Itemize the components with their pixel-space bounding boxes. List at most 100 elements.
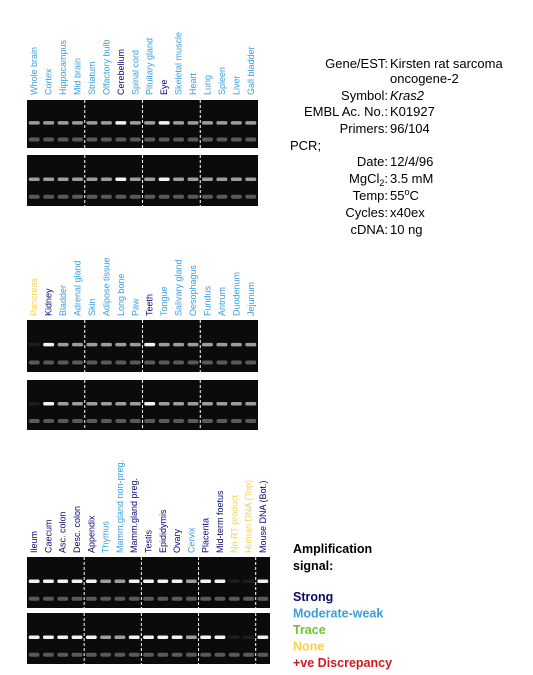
band (100, 579, 112, 583)
band (245, 402, 257, 406)
mg-value: 3.5 mM (390, 171, 433, 186)
band (129, 121, 141, 125)
primer-band (144, 360, 156, 365)
primer-band (157, 596, 169, 601)
lane-label: Bladder (58, 285, 68, 316)
gene-value: oncogene-2 (390, 71, 459, 86)
primer-band (86, 360, 98, 365)
lane-label: Spinal cord (130, 50, 140, 95)
primer-band (245, 194, 257, 199)
primer-band (171, 652, 183, 657)
primer-band (86, 194, 98, 199)
band (114, 579, 126, 583)
primer-band (200, 652, 212, 657)
band (128, 635, 140, 639)
primer-band (129, 360, 141, 365)
band (173, 121, 185, 125)
mg-sub: 2 (379, 178, 384, 188)
temp-unit: C (409, 188, 418, 203)
primer-band (158, 137, 170, 142)
lane-label: Desc. colon (72, 506, 82, 553)
band (43, 402, 55, 406)
band (200, 579, 212, 583)
primer-band (143, 652, 154, 657)
band (185, 579, 197, 583)
lane-label: Placenta (201, 518, 211, 553)
lane-label: Pituitary gland (145, 38, 155, 95)
primer-band (157, 652, 169, 657)
embl-value: K01927 (390, 104, 435, 119)
lane-label: Ovary (172, 528, 182, 553)
band (43, 579, 54, 583)
legend-item: Strong (293, 590, 333, 604)
band (71, 635, 83, 639)
band (214, 635, 226, 639)
lane-label: Cervix (186, 527, 196, 553)
band (115, 342, 127, 347)
lane-label: Whole brain (29, 47, 39, 95)
lane-label: Thymus (101, 520, 111, 553)
lane-label: Liver (231, 75, 241, 95)
band (230, 402, 242, 406)
band (57, 635, 69, 639)
primer-band (245, 360, 257, 365)
band (71, 579, 83, 583)
primer-band (71, 652, 83, 657)
primer-band (129, 137, 141, 142)
lane-label: Olfactory bulb (101, 39, 111, 95)
lane-label: Heart (188, 72, 198, 95)
band (100, 177, 112, 181)
primer-band (57, 360, 69, 365)
band (144, 342, 156, 347)
cycles-label: Cycles: (345, 205, 388, 220)
gene-label: Gene/EST: (325, 56, 388, 71)
primer-band (228, 652, 240, 657)
band (245, 177, 257, 181)
primer-band (158, 419, 170, 423)
band (86, 342, 98, 347)
primer-band (187, 194, 199, 199)
primer-band (245, 137, 257, 142)
lane-label: Mid brain (73, 58, 83, 95)
band (201, 177, 213, 181)
legend-title: Amplification (293, 542, 372, 556)
band (158, 342, 170, 347)
band (158, 402, 170, 406)
band (72, 177, 84, 181)
band (200, 635, 212, 639)
primer-band (100, 596, 112, 601)
lane-label: Epididymis (158, 509, 168, 553)
lane-label: Mamm.gland non-preg. (115, 460, 125, 553)
band (216, 342, 228, 347)
lane-label: Lung (202, 75, 212, 95)
primer-band (185, 652, 197, 657)
symbol-label: Symbol: (341, 88, 388, 103)
band (171, 635, 183, 639)
band (171, 579, 183, 583)
primer-band (187, 419, 199, 423)
primer-band (257, 596, 269, 601)
primer-band (57, 419, 69, 423)
band (157, 635, 169, 639)
primer-band (214, 652, 226, 657)
primer-band (230, 137, 242, 142)
band (86, 177, 98, 181)
primer-band (230, 419, 242, 423)
band (72, 342, 84, 347)
band (28, 342, 40, 347)
primer-band (86, 419, 98, 423)
band (114, 635, 126, 639)
lane-label: Skin (87, 298, 97, 316)
primer-band (216, 194, 228, 199)
primer-band (230, 194, 242, 199)
legend-item: Trace (293, 623, 326, 637)
band (43, 635, 54, 639)
lane-label: Jejunum (246, 282, 256, 316)
band (216, 402, 228, 406)
primer-band (100, 137, 112, 142)
lane-label: Appendix (86, 515, 96, 553)
primer-band (158, 360, 170, 365)
primer-band (144, 137, 156, 142)
primer-band (28, 137, 40, 142)
band (185, 635, 197, 639)
